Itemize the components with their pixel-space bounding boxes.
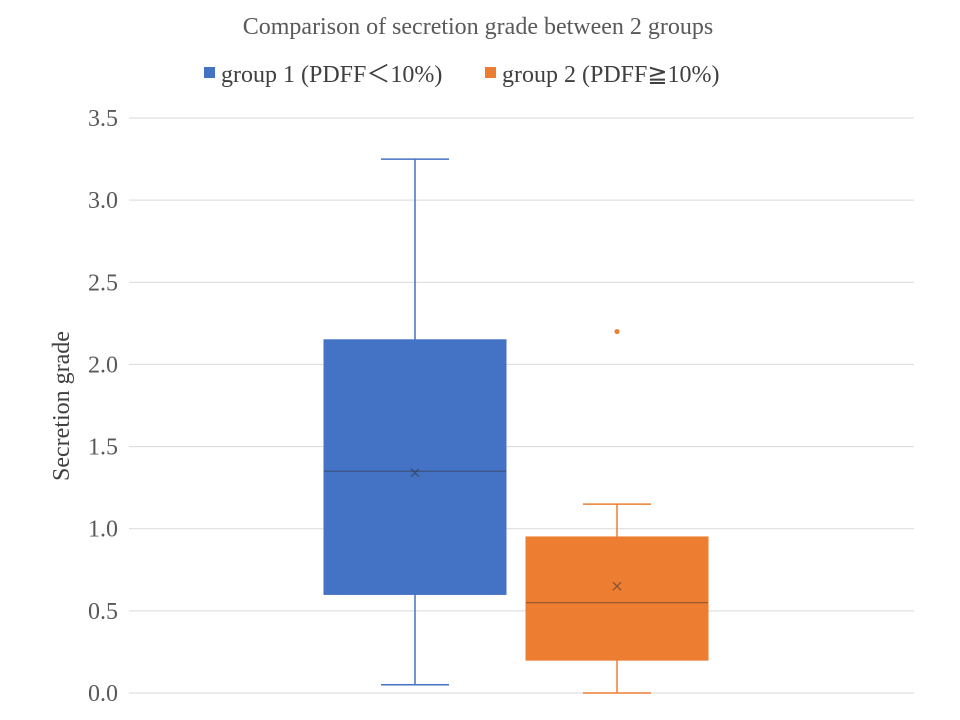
y-tick-label: 0.0 (88, 681, 118, 707)
legend-label-group-2: group 2 (PDFF≧10%) (502, 62, 719, 88)
y-tick-label: 3.0 (88, 188, 118, 214)
y-tick-label: 1.0 (88, 517, 118, 543)
y-tick-label: 0.5 (88, 599, 118, 625)
box-iqr (525, 536, 709, 661)
legend-swatch-group-1 (204, 67, 215, 78)
y-axis-title: Secretion grade (49, 331, 75, 481)
chart-title: Comparison of secretion grade between 2 … (243, 14, 714, 40)
y-tick-label: 2.5 (88, 270, 118, 296)
legend-label-group-1: group 1 (PDFF＜10%) (221, 62, 442, 88)
legend-swatch-group-2 (485, 67, 496, 78)
mean-marker (612, 581, 622, 591)
y-tick-label: 3.5 (88, 106, 118, 132)
outlier-point (614, 329, 620, 335)
box-iqr (323, 339, 507, 595)
gridlines (129, 117, 914, 694)
y-tick-label: 2.0 (88, 352, 118, 378)
box-group-1 (323, 158, 507, 686)
box-group-2 (525, 329, 709, 694)
legend: group 1 (PDFF＜10%) group 2 (PDFF≧10%) (204, 62, 719, 88)
y-axis-ticks: 0.0 0.5 1.0 1.5 2.0 2.5 3.0 3.5 (88, 106, 118, 707)
boxes (323, 158, 709, 694)
mean-marker (410, 468, 420, 478)
y-tick-label: 1.5 (88, 435, 118, 461)
